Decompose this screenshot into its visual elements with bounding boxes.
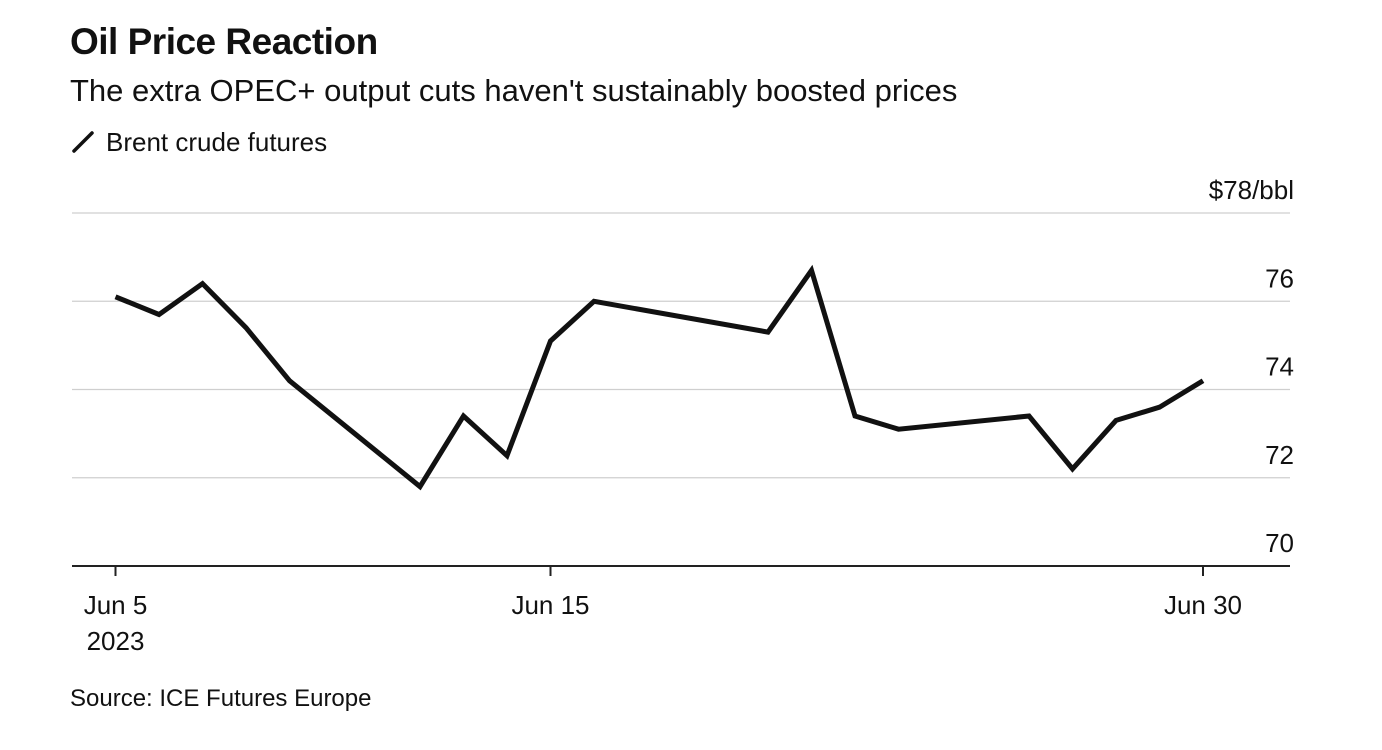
x-tick-label: Jun 15	[511, 590, 589, 620]
legend-line-icon	[72, 131, 94, 153]
chart-subtitle: The extra OPEC+ output cuts haven't sust…	[70, 73, 958, 108]
series-line-brent	[114, 264, 1205, 491]
y-axis: $78/bbl 76 74 72 70	[1209, 175, 1294, 558]
y-tick-label: 76	[1265, 263, 1294, 293]
legend-label: Brent crude futures	[106, 126, 328, 157]
x-tick-label: Jun 30	[1164, 590, 1242, 620]
x-axis-ticks: Jun 5 2023 Jun 15 Jun 30	[84, 566, 1242, 656]
gridlines	[72, 212, 1290, 479]
chart-title: Oil Price Reaction	[70, 21, 378, 62]
x-tick-label: Jun 5	[84, 590, 148, 620]
y-tick-label: 72	[1265, 440, 1294, 470]
x-tick-sublabel: 2023	[87, 626, 145, 656]
series-layer	[114, 264, 1205, 491]
y-tick-label: $78/bbl	[1209, 175, 1294, 205]
legend: Brent crude futures	[70, 126, 327, 158]
y-tick-label: 70	[1265, 528, 1294, 558]
y-tick-label: 74	[1265, 352, 1294, 382]
source-note: Source: ICE Futures Europe	[70, 685, 372, 712]
